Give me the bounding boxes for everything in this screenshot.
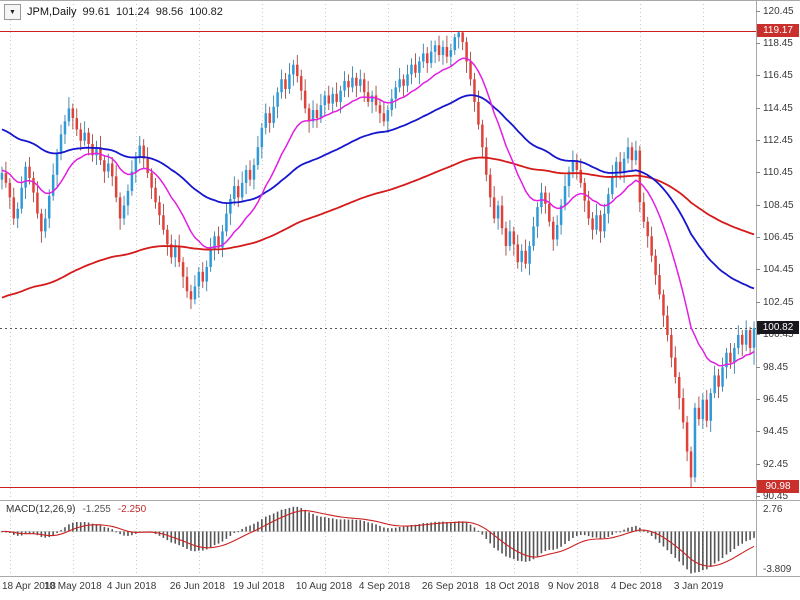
date-label: 3 Jan 2019 — [673, 581, 724, 592]
close-value: 100.82 — [189, 6, 223, 18]
date-label: 18 Oct 2018 — [484, 581, 540, 592]
date-label: 10 May 2018 — [43, 581, 102, 592]
low-value: 98.56 — [155, 6, 184, 18]
date-label: 26 Jun 2018 — [169, 581, 225, 592]
price-tick-label: 118.45 — [763, 37, 793, 49]
date-label: 4 Sep 2018 — [358, 581, 411, 592]
price-axis[interactable]: 120.45 118.45 116.45 114.45 112.45 110.45 108.… — [756, 0, 800, 576]
macd-name: MACD(12,26,9) — [6, 504, 76, 515]
price-tick-label: 110.45 — [763, 167, 793, 179]
price-tick-label: 112.45 — [763, 134, 793, 146]
open-value: 99.61 — [82, 6, 111, 18]
date-label: 4 Jun 2018 — [106, 581, 157, 592]
price-tick-label: 104.45 — [763, 264, 794, 276]
price-tag-resistance: 119.17 — [757, 24, 799, 38]
macd-indicator-label: MACD(12,26,9) -1.255 -2.250 — [6, 504, 146, 515]
date-label: 18 Apr 2018 — [2, 581, 56, 592]
price-tick-label: 92.45 — [763, 458, 789, 470]
time-axis[interactable]: 18 Apr 2018 10 May 2018 4 Jun 2018 26 Jun 2… — [0, 578, 800, 598]
date-label: 26 Sep 2018 — [421, 581, 479, 592]
macd-signal-value: -2.250 — [117, 504, 147, 515]
macd-axis-min: -3.809 — [763, 564, 792, 575]
price-tick-label: 120.45 — [763, 5, 794, 17]
price-tick-label: 94.45 — [763, 426, 789, 438]
price-tick-label: 114.45 — [763, 102, 793, 114]
date-label: 19 Jul 2018 — [232, 581, 285, 592]
price-tick-label: 96.45 — [763, 393, 789, 405]
price-tick-label: 102.45 — [763, 296, 794, 308]
date-label: 10 Aug 2018 — [295, 581, 353, 592]
symbol-label: JPM,Daily — [27, 6, 77, 18]
high-value: 101.24 — [116, 6, 150, 18]
price-tick-label: 106.45 — [763, 232, 794, 244]
macd-axis-max: 2.76 — [763, 504, 783, 515]
symbol-dropdown-button[interactable]: ▼ — [4, 4, 21, 20]
date-label: 9 Nov 2018 — [547, 581, 599, 592]
price-tick-label: 116.45 — [763, 70, 793, 82]
price-tick-label: 108.45 — [763, 199, 794, 211]
price-tick-label: 98.45 — [763, 361, 789, 373]
price-tick-label: 100.45 — [763, 329, 794, 341]
price-tick-label: 90.45 — [763, 490, 789, 502]
price-tag-support: 90.98 — [757, 480, 799, 494]
price-tag-current-price: 100.82 — [757, 321, 799, 335]
dropdown-caret-icon: ▼ — [9, 8, 16, 16]
date-label: 4 Dec 2018 — [610, 581, 662, 592]
macd-value: -1.255 — [82, 504, 111, 515]
ohlc-info-bar: ▼ JPM,Daily 99.61 101.24 98.56 100.82 — [4, 4, 223, 20]
